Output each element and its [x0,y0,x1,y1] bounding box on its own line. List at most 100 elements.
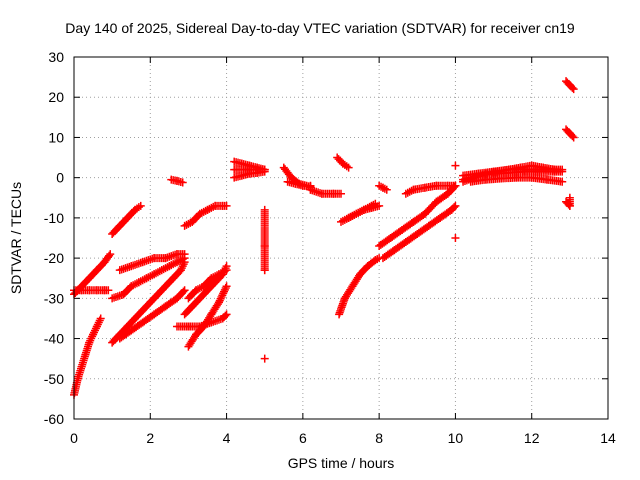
data-point [380,184,389,193]
y-tick-label: 0 [56,170,64,186]
y-tick-label: 30 [48,49,64,65]
data-point [209,202,218,211]
data-point [222,310,231,319]
data-point [180,250,189,259]
data-series-track-3 [70,286,113,295]
data-point [220,287,229,296]
data-point [382,185,391,194]
data-series-track-35 [562,77,578,94]
x-tick-label: 14 [600,430,616,446]
data-point [105,251,114,260]
data-point [214,298,223,307]
data-point [451,181,460,190]
data-point [222,282,231,291]
data-point [337,189,345,198]
data-series-track-23 [335,254,384,319]
data-point [558,165,567,174]
grid-lines [74,57,608,419]
data-point [568,132,577,141]
data-point [221,311,230,320]
data-series-track-8 [115,286,189,343]
data-series-track-17 [230,165,269,174]
data-series-track-22 [333,153,353,172]
data-series-track-11 [180,262,231,319]
data-point [371,199,380,208]
data-series-track-21 [306,181,345,198]
data-point [568,83,577,92]
data-series-track-36 [562,125,578,142]
data-series-track-26 [375,181,391,194]
y-tick-label: -40 [44,331,64,347]
data-point [179,287,188,296]
data-point [96,314,105,323]
y-tick-label: -20 [44,250,64,266]
data-point [134,203,143,212]
data-point [178,178,187,187]
data-point [215,296,224,305]
x-tick-label: 6 [299,430,307,446]
data-series-track-29 [401,181,460,198]
data-point [222,266,231,275]
data-point [136,201,145,210]
x-tick-label: 12 [524,430,540,446]
data-series-track-18 [260,205,269,363]
x-tick-label: 10 [448,430,464,446]
y-tick-label: -10 [44,210,64,226]
data-series-track-34 [466,173,567,186]
x-tick-label: 8 [375,430,383,446]
data-series-track-33 [459,165,567,180]
data-point [407,186,416,195]
data-point [565,193,574,202]
data-point [220,285,229,294]
data-series-track-25 [344,199,380,222]
chart-title: Day 140 of 2025, Sidereal Day-to-day VTE… [65,20,575,36]
x-axis-label: GPS time / hours [287,455,395,471]
y-tick-label: -30 [44,290,64,306]
data-series-track-28 [378,201,460,263]
y-tick-label: 10 [48,129,64,145]
data-point [260,266,269,275]
data-point [260,354,269,363]
y-tick-label: -50 [44,371,64,387]
data-point [369,200,378,209]
data-series-track-4 [108,201,145,238]
data-point [180,258,189,267]
data-series-track-12 [184,282,231,351]
data-point [104,286,113,295]
data-series-track-37 [562,193,574,210]
data-point [373,255,382,264]
data-series-track-1 [70,314,105,399]
data-points [70,77,578,399]
plot-frame [73,56,609,420]
data-series-track-14 [184,266,231,303]
data-point [106,250,115,259]
x-tick-label: 4 [223,430,231,446]
data-point [569,85,578,94]
data-point [216,294,225,303]
data-point [218,291,227,300]
data-point [569,133,578,142]
data-point [220,267,229,276]
data-point [378,183,387,192]
y-axis-label: SDTVAR / TECUs [8,181,24,295]
data-point [451,234,460,242]
data-point [217,292,226,301]
y-tick-label: 20 [48,89,64,105]
data-point [451,201,460,210]
data-point [450,203,459,212]
data-point [451,161,460,170]
axis-ticks: 0 2 4 6 8 10 12 14 -60 -50 -40 -30 -20 -10 0 10 20 30 [44,49,616,446]
data-point [180,286,189,295]
data-series-track-30 [451,161,460,242]
data-point [222,201,231,210]
data-point [342,162,351,171]
data-point [260,165,269,174]
data-series-track-6 [115,250,189,275]
x-tick-label: 0 [70,430,78,446]
data-series-track-10 [172,310,231,331]
data-series-track-13 [180,201,231,230]
data-point [375,201,384,210]
y-tick-label: -60 [44,411,64,427]
data-point [219,289,228,298]
